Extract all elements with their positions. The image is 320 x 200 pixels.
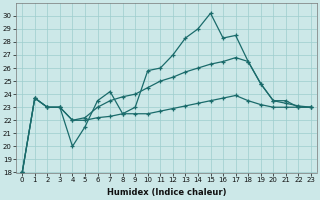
X-axis label: Humidex (Indice chaleur): Humidex (Indice chaleur) (107, 188, 226, 197)
